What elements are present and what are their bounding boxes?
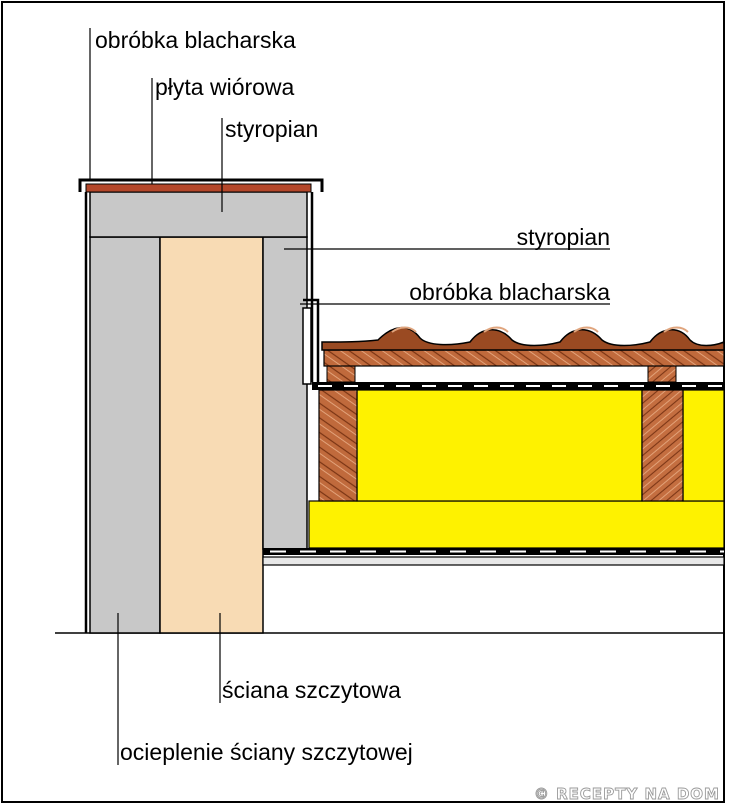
counter-batten-left: [326, 365, 356, 383]
top-styrofoam-cap: [89, 191, 308, 238]
mineral-wool-upper: [356, 389, 643, 502]
wall-insulation-left: [89, 236, 161, 634]
label-styrofoam-top: styropian: [225, 116, 318, 142]
rafter-left: [318, 389, 358, 502]
roof-section: [262, 326, 725, 566]
roof-membrane: [312, 382, 724, 390]
label-styrofoam-side: styropian: [517, 224, 610, 250]
mineral-wool-lower: [308, 500, 725, 549]
gable-wall-column: [78, 178, 324, 634]
counter-batten-right: [647, 365, 677, 383]
gable-wall-core: [159, 236, 264, 634]
label-flashing-top: obróbka blacharska: [95, 27, 296, 53]
label-gable-wall: ściana szczytowa: [222, 677, 401, 703]
wall-insulation-right: [262, 236, 308, 550]
chipboard-layer: [85, 183, 312, 193]
rafter-right: [641, 389, 684, 502]
ceiling-board: [262, 556, 725, 566]
label-flashing-side: obróbka blacharska: [409, 279, 610, 305]
mineral-wool-upper-right: [682, 389, 725, 502]
label-gable-wall-insulation: ocieplenie ściany szczytowej: [120, 739, 413, 765]
label-chipboard: płyta wiórowa: [155, 74, 295, 100]
leader-lines: [89, 28, 610, 765]
top-metal-flashing: [78, 178, 324, 192]
watermark: © RECEPTY NA DOM: [534, 785, 720, 803]
roof-battens: [323, 349, 725, 367]
